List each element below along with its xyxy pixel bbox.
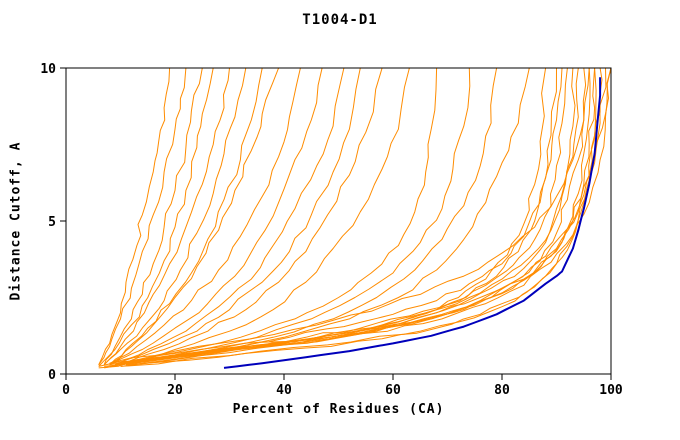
series-model-23: [109, 68, 576, 367]
series-model-15: [114, 68, 438, 366]
series-model-29: [120, 68, 597, 367]
x-tick-label: 0: [62, 383, 70, 398]
series-model-22: [104, 68, 568, 367]
series-model-31: [131, 68, 607, 366]
y-tick-label: 5: [48, 215, 56, 230]
series-model-30: [125, 68, 603, 366]
series-model-09: [109, 68, 301, 366]
series-model-13: [120, 68, 383, 366]
series-model-06: [103, 68, 247, 366]
plot-area: [98, 68, 611, 369]
series-model-33: [120, 68, 611, 367]
y-tick-label: 0: [48, 368, 56, 383]
series-model-04: [98, 68, 214, 367]
series-model-32: [125, 68, 611, 364]
series-model-11: [114, 68, 345, 366]
series-model-25: [114, 68, 587, 366]
series-model-20: [104, 68, 557, 369]
series-model-12: [114, 68, 361, 366]
series-model-17: [120, 68, 498, 366]
series-model-07: [109, 68, 263, 366]
x-tick-label: 20: [167, 383, 183, 398]
chart-title: T1004-D1: [302, 12, 378, 28]
series-model-14: [125, 68, 410, 366]
x-tick-label: 100: [599, 383, 623, 398]
series-model-21: [98, 68, 563, 367]
series-best-model: [223, 77, 602, 369]
x-axis-label: Percent of Residues (CA): [232, 402, 445, 417]
series-model-10: [109, 68, 323, 366]
x-tick-label: 80: [494, 383, 510, 398]
x-tick-label: 40: [276, 383, 292, 398]
y-tick-label: 10: [40, 62, 56, 77]
series-model-05: [103, 68, 230, 366]
x-tick-label: 60: [385, 383, 401, 398]
series-model-02: [98, 68, 187, 366]
series-model-08: [109, 68, 280, 364]
series-model-01: [98, 68, 171, 366]
series-model-03: [103, 68, 203, 365]
series-model-27: [109, 68, 590, 364]
series-model-16: [120, 68, 471, 366]
